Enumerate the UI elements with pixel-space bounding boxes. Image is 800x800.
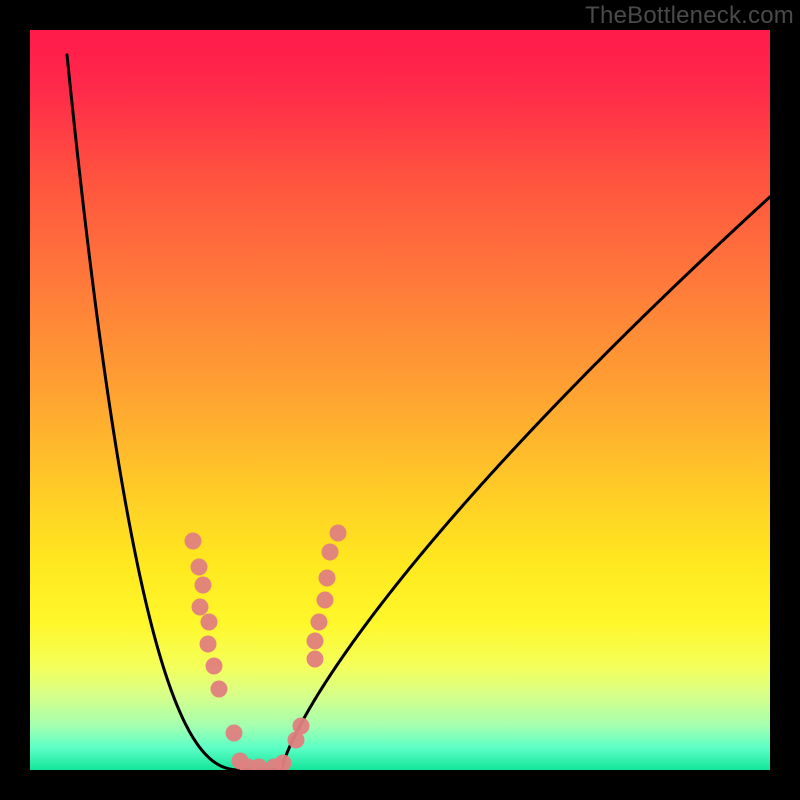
data-marker xyxy=(316,591,333,608)
plot-area xyxy=(30,30,770,770)
data-marker xyxy=(319,569,336,586)
data-marker xyxy=(306,632,323,649)
data-marker xyxy=(195,577,212,594)
data-marker xyxy=(205,658,222,675)
data-marker xyxy=(275,755,292,770)
data-marker xyxy=(184,532,201,549)
data-marker xyxy=(288,732,305,749)
data-marker xyxy=(322,543,339,560)
data-marker xyxy=(329,525,346,542)
data-marker xyxy=(226,725,243,742)
data-marker xyxy=(190,558,207,575)
watermark-text: TheBottleneck.com xyxy=(585,2,794,30)
bottleneck-chart: TheBottleneck.com xyxy=(0,0,800,800)
bottleneck-curve xyxy=(30,30,770,770)
data-marker xyxy=(211,680,228,697)
data-marker xyxy=(199,636,216,653)
data-marker xyxy=(310,614,327,631)
data-marker xyxy=(201,614,218,631)
data-marker xyxy=(306,651,323,668)
data-marker xyxy=(292,717,309,734)
